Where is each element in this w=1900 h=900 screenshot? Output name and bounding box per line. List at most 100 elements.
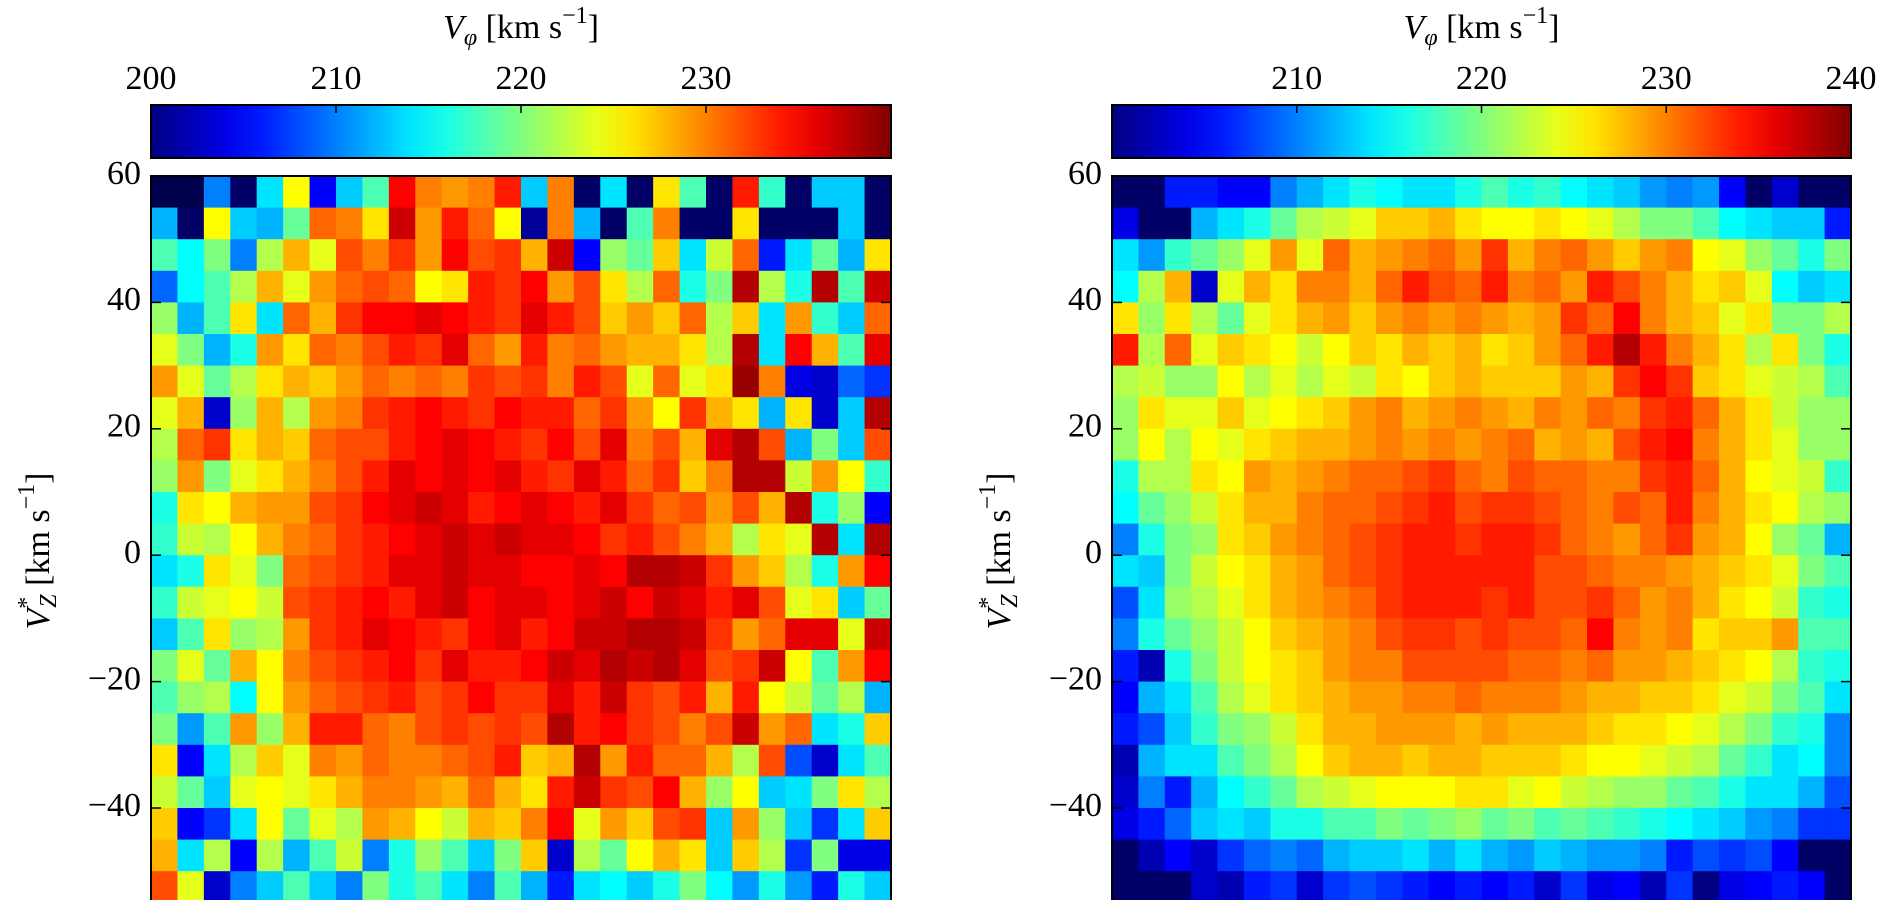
heat-cell: [441, 586, 469, 619]
colorbar-tick-label: 220: [1456, 60, 1507, 97]
heat-cell: [653, 334, 681, 367]
heat-cell: [1243, 239, 1271, 272]
heat-cell: [336, 270, 363, 303]
plot-frame: [150, 175, 892, 900]
heat-cell: [1455, 460, 1482, 493]
heat-cell: [1666, 650, 1694, 683]
heat-cell: [626, 744, 654, 777]
heat-cell: [1455, 808, 1482, 841]
heat-cell: [1639, 871, 1667, 900]
heat-cell: [1771, 618, 1799, 651]
heat-cell: [1771, 871, 1799, 900]
heat-cell: [283, 586, 311, 619]
heat-cell: [626, 523, 654, 556]
heat-cell: [1719, 302, 1746, 335]
heat-cell: [600, 460, 628, 493]
heat-cell: [758, 334, 786, 367]
heat-cell: [1112, 239, 1139, 272]
heat-cell: [441, 618, 469, 651]
heat-cell: [1375, 681, 1403, 714]
heat-cell: [494, 334, 522, 367]
heat-cell: [283, 207, 311, 240]
colorbar-label: Vφ [km s−1]: [1404, 3, 1560, 51]
heat-cell: [1217, 618, 1245, 651]
heat-cell: [177, 207, 205, 240]
heat-cell: [1824, 492, 1852, 525]
heat-cell: [1217, 586, 1245, 619]
heat-cell: [1217, 776, 1245, 809]
heat-cell: [230, 239, 258, 272]
heat-cell: [706, 492, 733, 525]
heat-cell: [1270, 555, 1298, 588]
heat-cell: [1771, 176, 1799, 209]
heat-cell: [203, 776, 231, 809]
heat-cell: [1191, 839, 1219, 872]
heat-cell: [494, 176, 522, 209]
heat-cell: [1692, 871, 1720, 900]
heat-cell: [1745, 586, 1773, 619]
heat-cell: [1824, 839, 1852, 872]
heat-cell: [1323, 397, 1351, 430]
heat-cell: [653, 239, 681, 272]
heat-cell: [336, 618, 363, 651]
heat-cell: [838, 397, 866, 430]
heat-cell: [1613, 397, 1641, 430]
heat-cell: [230, 365, 258, 398]
heat-cell: [1666, 555, 1694, 588]
heat-cell: [1375, 492, 1403, 525]
heat-cell: [811, 776, 839, 809]
heat-cell: [1455, 239, 1482, 272]
heat-cell: [1587, 492, 1614, 525]
heat-cell: [1639, 428, 1667, 461]
heat-cell: [626, 713, 654, 746]
heat-cell: [785, 207, 813, 240]
heat-cell: [494, 492, 522, 525]
heat-cell: [415, 365, 443, 398]
heat-cell: [1164, 207, 1192, 240]
heat-cell: [203, 302, 231, 335]
heat-cell: [1692, 713, 1720, 746]
heat-cell: [706, 397, 733, 430]
heat-cell: [1560, 523, 1588, 556]
heat-cell: [1798, 555, 1826, 588]
heat-cell: [1428, 650, 1456, 683]
heat-cell: [309, 523, 337, 556]
heat-cell: [1243, 808, 1271, 841]
heat-cell: [1745, 523, 1773, 556]
heat-cell: [1270, 397, 1298, 430]
heat-cell: [758, 176, 786, 209]
heat-cell: [732, 776, 760, 809]
heat-cell: [600, 397, 628, 430]
heat-cell: [521, 586, 548, 619]
heat-cell: [203, 397, 231, 430]
heat-cell: [1719, 428, 1746, 461]
heat-cell: [1666, 871, 1694, 900]
heat-cell: [1507, 650, 1535, 683]
heat-cell: [573, 555, 601, 588]
heat-cell: [494, 460, 522, 493]
heat-cell: [1692, 207, 1720, 240]
heat-cell: [1798, 713, 1826, 746]
heat-cell: [653, 650, 681, 683]
heat-cell: [1639, 365, 1667, 398]
heat-cell: [1191, 871, 1219, 900]
heat-cell: [1719, 207, 1746, 240]
heat-cell: [256, 681, 284, 714]
heat-cell: [283, 523, 311, 556]
heat-cell: [256, 492, 284, 525]
heat-cell: [521, 207, 548, 240]
heat-cell: [336, 302, 363, 335]
heat-cell: [706, 207, 733, 240]
heat-cell: [230, 555, 258, 588]
heat-cell: [362, 207, 390, 240]
heat-cell: [1560, 207, 1588, 240]
heat-cell: [785, 492, 813, 525]
heat-cell: [1666, 839, 1694, 872]
heat-cell: [1455, 618, 1482, 651]
heat-cell: [1349, 744, 1377, 777]
y-axis-label-part: *: [14, 597, 40, 609]
heat-cell: [1296, 871, 1324, 900]
heat-cell: [1217, 428, 1245, 461]
heat-cell: [1402, 460, 1430, 493]
heat-cell: [1164, 270, 1192, 303]
